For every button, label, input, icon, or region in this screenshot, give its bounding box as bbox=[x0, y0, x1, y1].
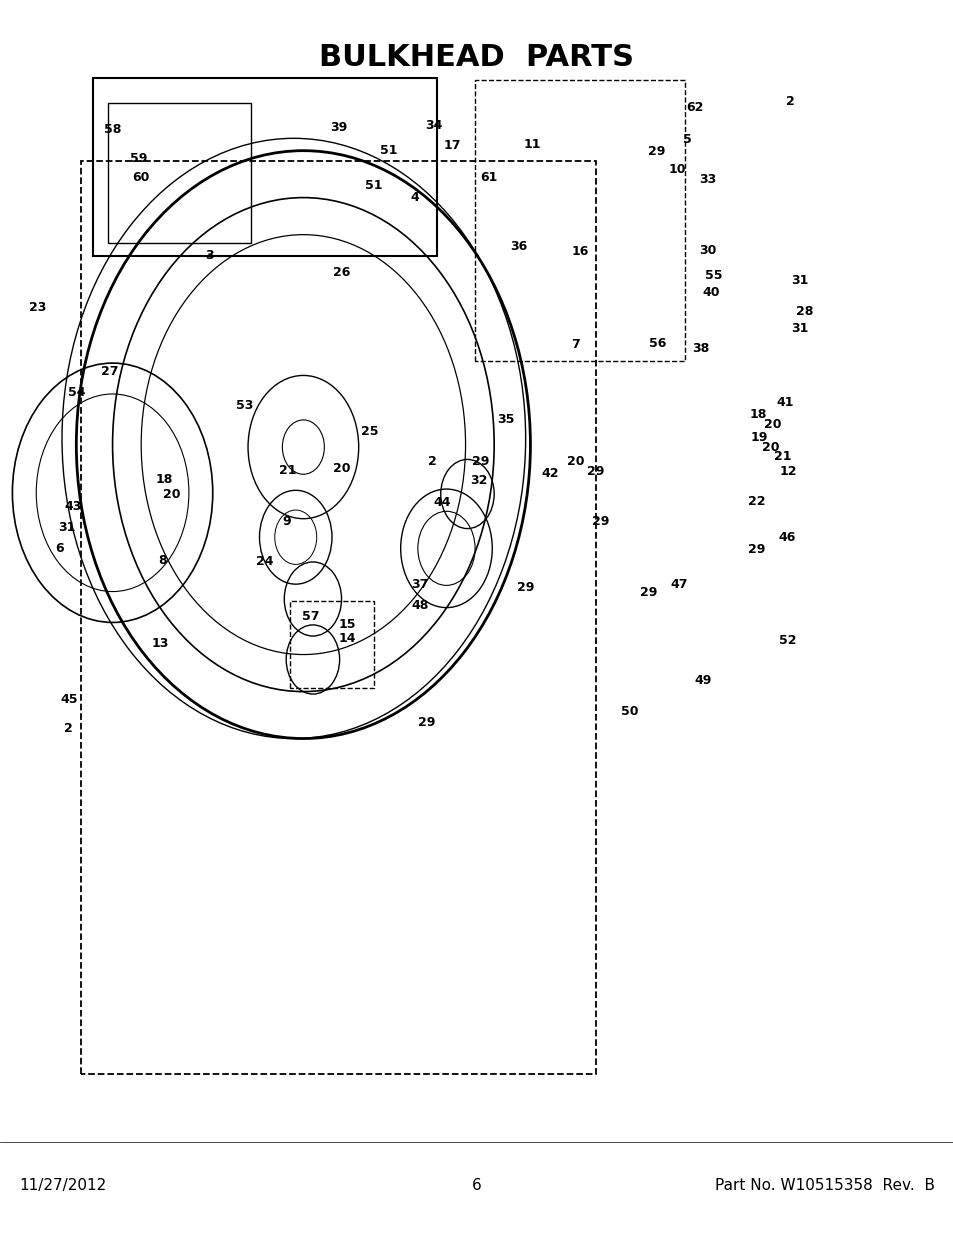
Text: 39: 39 bbox=[330, 121, 347, 133]
Text: 19: 19 bbox=[750, 431, 767, 443]
Text: 20: 20 bbox=[761, 441, 779, 453]
Text: Part No. W10515358  Rev.  B: Part No. W10515358 Rev. B bbox=[714, 1178, 934, 1193]
Text: 36: 36 bbox=[510, 241, 527, 253]
Text: 61: 61 bbox=[480, 172, 497, 184]
Text: 26: 26 bbox=[333, 267, 350, 279]
Text: 29: 29 bbox=[647, 146, 664, 158]
Text: 22: 22 bbox=[747, 495, 764, 508]
Text: 42: 42 bbox=[541, 467, 558, 479]
Text: 55: 55 bbox=[704, 269, 721, 282]
Text: 4: 4 bbox=[410, 191, 419, 204]
Text: 2: 2 bbox=[784, 95, 794, 107]
Text: 27: 27 bbox=[101, 366, 118, 378]
Text: 41: 41 bbox=[776, 396, 793, 409]
Text: 21: 21 bbox=[773, 451, 790, 463]
Text: 3: 3 bbox=[205, 249, 214, 262]
Text: 28: 28 bbox=[795, 305, 812, 317]
Text: 40: 40 bbox=[701, 287, 719, 299]
Text: 11: 11 bbox=[523, 138, 540, 151]
Text: 53: 53 bbox=[236, 399, 253, 411]
Text: 58: 58 bbox=[104, 124, 121, 136]
Text: 59: 59 bbox=[130, 152, 147, 164]
Text: 6: 6 bbox=[54, 542, 64, 555]
Text: 34: 34 bbox=[425, 120, 442, 132]
Text: 17: 17 bbox=[443, 140, 460, 152]
Text: 32: 32 bbox=[470, 474, 487, 487]
Text: 37: 37 bbox=[411, 578, 428, 590]
Text: 29: 29 bbox=[417, 716, 435, 729]
Text: 57: 57 bbox=[302, 610, 319, 622]
Text: 5: 5 bbox=[681, 133, 691, 146]
Text: 30: 30 bbox=[699, 245, 716, 257]
Text: BULKHEAD  PARTS: BULKHEAD PARTS bbox=[319, 43, 634, 72]
Text: 29: 29 bbox=[639, 587, 657, 599]
Text: 12: 12 bbox=[779, 466, 796, 478]
Text: 44: 44 bbox=[434, 496, 451, 509]
Text: 13: 13 bbox=[152, 637, 169, 650]
Text: 21: 21 bbox=[279, 464, 296, 477]
Text: 62: 62 bbox=[685, 101, 702, 114]
Text: 31: 31 bbox=[58, 521, 75, 534]
Text: 52: 52 bbox=[779, 635, 796, 647]
Text: 11/27/2012: 11/27/2012 bbox=[19, 1178, 106, 1193]
Text: 31: 31 bbox=[790, 274, 807, 287]
Text: 23: 23 bbox=[30, 301, 47, 314]
Text: 56: 56 bbox=[648, 337, 665, 350]
Text: 7: 7 bbox=[570, 338, 579, 351]
Text: 43: 43 bbox=[65, 500, 82, 513]
Text: 35: 35 bbox=[497, 414, 514, 426]
Text: 29: 29 bbox=[472, 456, 489, 468]
Text: 33: 33 bbox=[699, 173, 716, 185]
Text: 20: 20 bbox=[163, 488, 180, 500]
Text: 24: 24 bbox=[256, 556, 274, 568]
Text: 16: 16 bbox=[571, 246, 588, 258]
Text: 10: 10 bbox=[668, 163, 685, 175]
Text: 46: 46 bbox=[778, 531, 795, 543]
Text: 54: 54 bbox=[68, 387, 85, 399]
Text: 9: 9 bbox=[281, 515, 291, 527]
Text: 60: 60 bbox=[132, 172, 150, 184]
Text: 8: 8 bbox=[157, 555, 167, 567]
Text: 18: 18 bbox=[155, 473, 172, 485]
Text: 20: 20 bbox=[763, 419, 781, 431]
Text: 38: 38 bbox=[692, 342, 709, 354]
Text: 6: 6 bbox=[472, 1178, 481, 1193]
Text: 29: 29 bbox=[592, 515, 609, 527]
Text: 20: 20 bbox=[333, 462, 350, 474]
Text: 18: 18 bbox=[749, 409, 766, 421]
Text: 29: 29 bbox=[517, 582, 534, 594]
Text: 25: 25 bbox=[361, 425, 378, 437]
Text: 29: 29 bbox=[747, 543, 764, 556]
Text: 48: 48 bbox=[411, 599, 428, 611]
Text: 47: 47 bbox=[670, 578, 687, 590]
Text: 50: 50 bbox=[620, 705, 638, 718]
Text: 2: 2 bbox=[427, 456, 436, 468]
Text: 14: 14 bbox=[338, 632, 355, 645]
Text: 31: 31 bbox=[790, 322, 807, 335]
Text: 49: 49 bbox=[694, 674, 711, 687]
Text: 15: 15 bbox=[338, 619, 355, 631]
Text: 2: 2 bbox=[64, 722, 73, 735]
Text: 51: 51 bbox=[380, 144, 397, 157]
Text: 29: 29 bbox=[586, 466, 603, 478]
Text: 51: 51 bbox=[365, 179, 382, 191]
Text: 20: 20 bbox=[566, 456, 583, 468]
Text: 45: 45 bbox=[60, 693, 77, 705]
